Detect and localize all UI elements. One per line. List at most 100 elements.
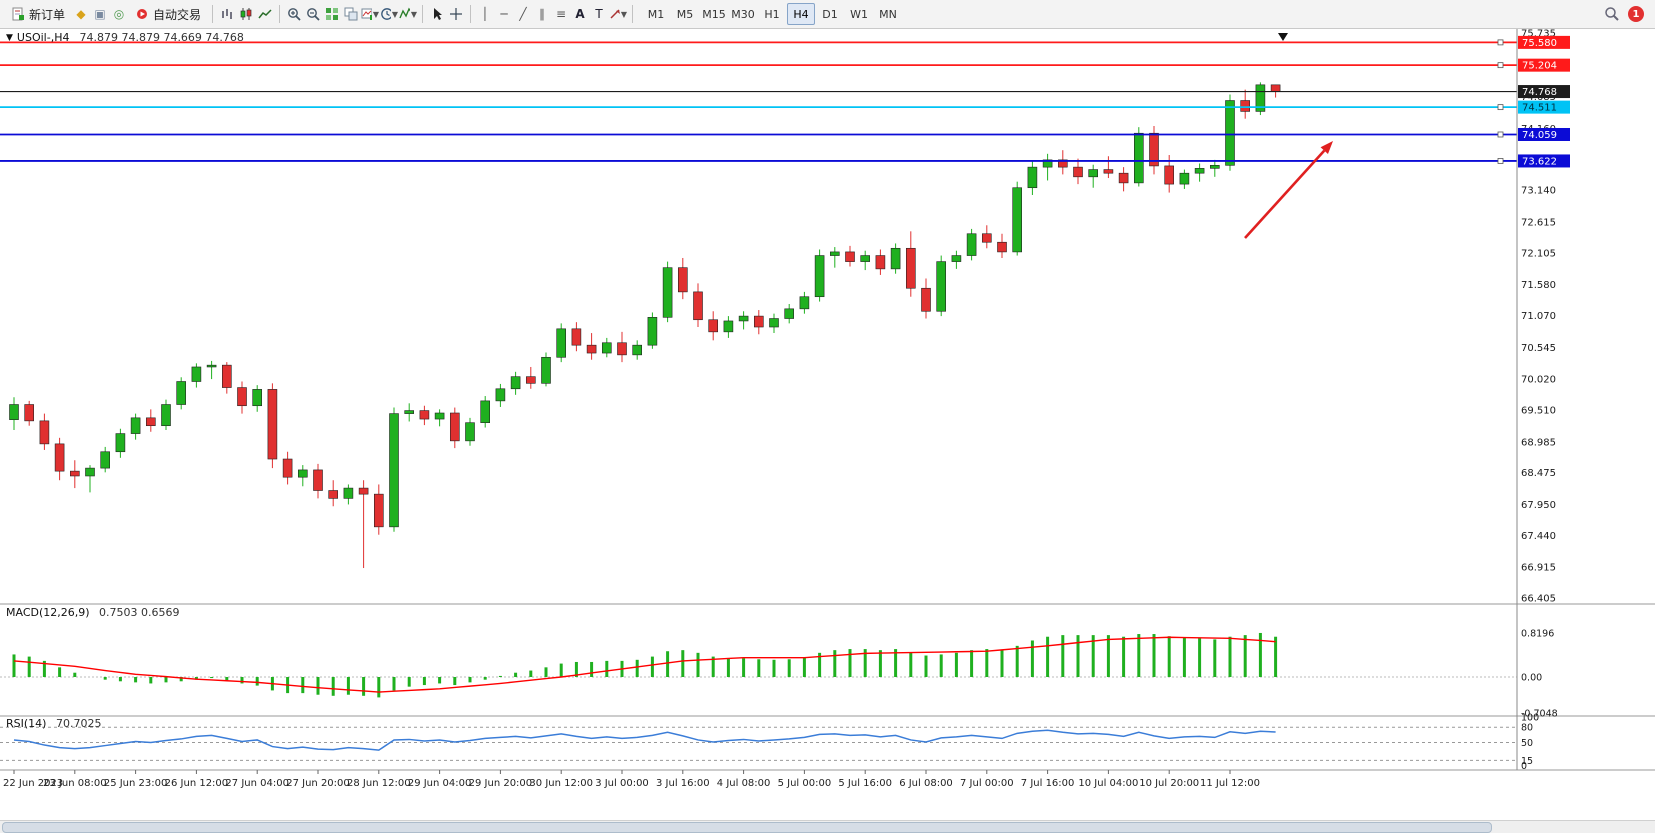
collapse-trade-panel-icon[interactable]: ▼: [6, 32, 13, 43]
channel-button[interactable]: ∥: [539, 7, 546, 21]
zoom-out-button[interactable]: [304, 4, 322, 24]
new-chart-button[interactable]: ▼: [361, 4, 379, 24]
candlestick-series: [9, 82, 1281, 569]
candlestick-chart-button[interactable]: [237, 4, 255, 24]
price-axis-label: 70.545: [1521, 343, 1556, 354]
candle-body: [389, 413, 399, 528]
zoom-in-button[interactable]: [285, 4, 303, 24]
tile-windows-button[interactable]: [323, 4, 341, 24]
fibonacci-button[interactable]: ≡: [556, 7, 567, 21]
candle-body: [495, 388, 506, 402]
line-chart-button[interactable]: [256, 4, 274, 24]
candle-body: [1088, 169, 1098, 178]
candle-body: [997, 241, 1007, 253]
profiles-button[interactable]: ▼: [380, 4, 398, 24]
price-badge-label: 74.511: [1522, 103, 1557, 114]
candle-body: [510, 376, 521, 390]
candle-body: [1255, 84, 1266, 112]
time-axis-label: 11 Jul 12:00: [1200, 778, 1260, 789]
timeframe-button-m1[interactable]: M1: [647, 7, 665, 21]
candle-body: [571, 328, 582, 346]
candle-body: [115, 433, 126, 453]
new-order-button[interactable]: 新订单: [5, 2, 71, 26]
chevron-down-icon: ▼: [620, 9, 628, 19]
horizontal-line-button[interactable]: ─: [500, 7, 508, 21]
candle-body: [1118, 172, 1129, 184]
scrollbar-thumb[interactable]: [2, 822, 1492, 833]
chevron-down-icon: ▼: [410, 9, 418, 19]
time-axis-label: 6 Jul 08:00: [899, 778, 953, 789]
shapes-button[interactable]: ▼: [609, 4, 627, 24]
candle-body: [328, 490, 339, 499]
auto-trading-button[interactable]: 自动交易: [129, 2, 207, 26]
trend-arrow-annotation[interactable]: [1244, 149, 1326, 239]
text-button[interactable]: A: [575, 7, 585, 21]
label-button[interactable]: T: [595, 7, 603, 21]
timeframe-button-w1[interactable]: W1: [850, 7, 868, 21]
line-handle[interactable]: [1497, 62, 1504, 69]
time-axis-label: 10 Jul 20:00: [1139, 778, 1199, 789]
candle-body: [1134, 132, 1144, 184]
timeframe-button-d1[interactable]: D1: [822, 7, 838, 21]
zoom-out-icon: [306, 7, 320, 21]
candle-body: [176, 381, 186, 405]
macd-axis-label: 0.00: [1521, 673, 1542, 684]
macd-signal-line: [13, 636, 1276, 693]
time-axis-label: 7 Jul 00:00: [960, 778, 1014, 789]
candle-body: [769, 318, 779, 328]
candle-body: [404, 410, 415, 414]
price-axis-label: 68.475: [1521, 468, 1556, 479]
search-icon[interactable]: [1604, 6, 1620, 22]
candle-body: [814, 255, 825, 298]
line-handle[interactable]: [1497, 131, 1504, 138]
candle-body: [237, 387, 247, 407]
horizontal-scrollbar[interactable]: [0, 820, 1655, 833]
market-watch-icon[interactable]: ◆: [76, 7, 86, 21]
cursor-button[interactable]: [428, 4, 446, 24]
time-marker-icon[interactable]: [1278, 33, 1288, 41]
price-badge: [1518, 85, 1570, 99]
candle-body: [1225, 100, 1235, 166]
rsi-line: [13, 729, 1276, 751]
candle-body: [601, 342, 612, 354]
cascade-windows-button[interactable]: [342, 4, 360, 24]
chevron-down-icon: ▼: [372, 9, 380, 19]
price-axis-label: 68.985: [1521, 437, 1556, 448]
indicators-button[interactable]: ▼: [399, 4, 417, 24]
line-handle[interactable]: [1497, 104, 1504, 111]
time-axis-label: 25 Jun 23:00: [104, 778, 168, 789]
timeframe-button-mn[interactable]: MN: [879, 7, 897, 21]
data-window-icon[interactable]: ▣: [94, 7, 106, 21]
notification-badge[interactable]: 1: [1628, 6, 1644, 22]
price-axis-label: 72.615: [1521, 217, 1556, 228]
vertical-line-button[interactable]: │: [481, 7, 489, 21]
timeframe-button-h1[interactable]: H1: [764, 7, 780, 21]
crosshair-button[interactable]: [447, 4, 465, 24]
timeframe-button-m30[interactable]: M30: [731, 7, 755, 21]
toolbar-separator: [632, 5, 634, 23]
timeframe-button-h4[interactable]: H4: [787, 3, 816, 25]
candle-body: [617, 342, 627, 356]
candle-body: [708, 319, 719, 333]
rsi-axis-label: 0: [1521, 761, 1527, 772]
price-axis-label: 67.950: [1521, 500, 1556, 511]
timeframe-button-m15[interactable]: M15: [702, 7, 726, 21]
price-axis-label: 73.140: [1521, 186, 1556, 197]
trendline-button[interactable]: ╱: [519, 7, 527, 21]
macd-axis-label: 0.8196: [1521, 628, 1554, 639]
timeframe-button-m5[interactable]: M5: [676, 7, 694, 21]
candle-body: [1240, 100, 1250, 112]
bar-chart-button[interactable]: [218, 4, 236, 24]
time-axis-label: 7 Jul 16:00: [1021, 778, 1075, 789]
candle-body: [100, 451, 110, 469]
line-handle[interactable]: [1497, 39, 1504, 46]
chart-title: ▼ USOil-,H4 74.879 74.879 74.669 74.768: [6, 31, 244, 44]
time-axis-label: 4 Jul 08:00: [717, 778, 771, 789]
candle-body: [434, 412, 445, 420]
line-handle[interactable]: [1497, 158, 1504, 164]
candle-body: [647, 317, 658, 346]
candle-body: [1179, 172, 1190, 185]
navigator-icon[interactable]: ◎: [113, 7, 125, 21]
price-badge-label: 74.768: [1522, 87, 1557, 98]
price-axis-label: 75.735: [1521, 29, 1556, 40]
